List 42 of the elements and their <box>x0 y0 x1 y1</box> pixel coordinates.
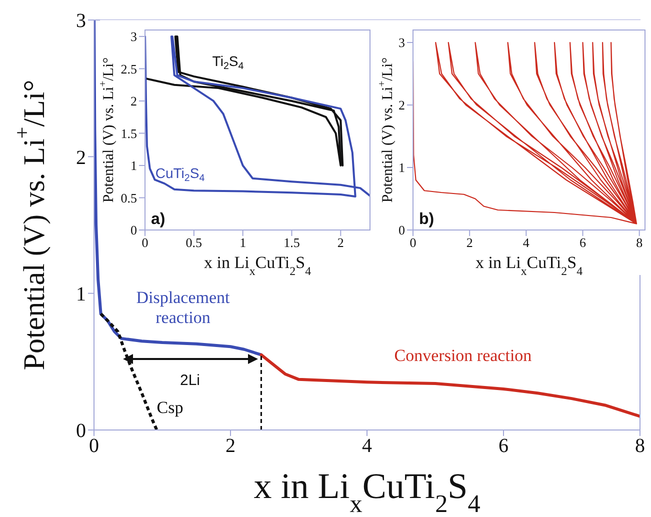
x-tick-label: 0 <box>410 235 416 250</box>
x-tick-label: 8 <box>636 235 643 250</box>
y-tick-label: 1 <box>398 160 405 176</box>
series-label: Displacement reaction <box>136 288 230 326</box>
y-tick-label: 0.5 <box>120 190 137 206</box>
y-tick-label: 2 <box>76 146 86 169</box>
x-tick-label: 6 <box>580 235 587 250</box>
y-tick-label: 0 <box>130 222 137 238</box>
x-tick-label: 4 <box>522 235 530 250</box>
y-tick-label: 1.5 <box>120 126 137 141</box>
x-axis-title: x in Li$_{x}$CuTi$_{2}$S$_{4}$ <box>475 253 583 278</box>
x-tick-label: 2 <box>466 235 473 250</box>
annotation: a) <box>151 211 166 228</box>
y-tick-label: 1 <box>130 158 137 174</box>
x-tick-label: 0.5 <box>186 235 202 250</box>
y-tick-label: 0 <box>398 222 405 238</box>
x-tick-label: 1 <box>240 235 246 250</box>
series-label: Csp <box>156 398 184 416</box>
x-tick-label: 1.5 <box>284 235 300 250</box>
series-label: CuTi$_{2}$S$_{4}$ <box>155 165 206 184</box>
series-label: Conversion reaction <box>394 346 532 364</box>
y-tick-label: 1 <box>76 283 86 306</box>
y-tick-label: 3 <box>130 29 137 44</box>
x-tick-label: 2 <box>226 435 236 458</box>
x-tick-label: 8 <box>635 435 645 458</box>
y-tick-label: 3 <box>398 35 405 50</box>
line-series <box>145 35 370 198</box>
annotation: b) <box>419 211 434 228</box>
x-tick-label: 6 <box>498 435 508 458</box>
y-tick-label: 2.5 <box>120 61 137 76</box>
x-tick-label: 2 <box>337 235 344 250</box>
y-tick-label: 0 <box>76 420 86 442</box>
annotation: 2Li <box>180 372 200 388</box>
x-axis-title: x in Li$_{x}$CuTi$_{2}$S$_{4}$ <box>254 466 481 517</box>
x-axis-title: x in Li$_{x}$CuTi$_{2}$S$_{4}$ <box>204 253 312 278</box>
y-tick-label: 3 <box>76 10 86 32</box>
line-series <box>145 35 344 166</box>
x-tick-label: 4 <box>362 435 372 458</box>
y-tick-label: 2 <box>398 98 405 113</box>
series-label: Ti$_{2}$S$_{4}$ <box>212 53 244 72</box>
x-tick-label: 0 <box>142 235 148 250</box>
y-tick-label: 2 <box>130 94 137 109</box>
